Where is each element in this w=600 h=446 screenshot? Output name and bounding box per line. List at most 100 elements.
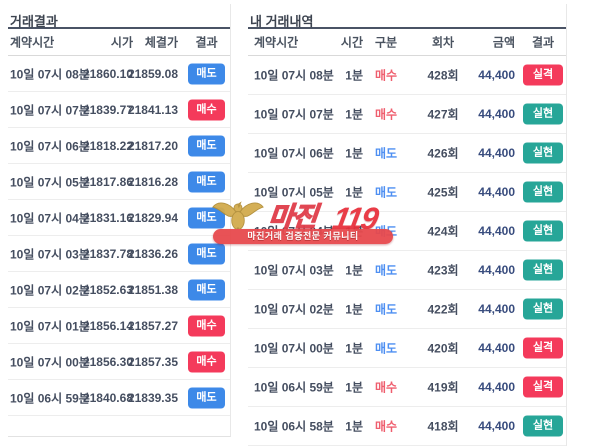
direction-result-badge[interactable]: 매수 xyxy=(188,315,225,336)
my-trade-row: 10일 06시 58분 1분 매수 418회 44,400 실현 xyxy=(248,407,566,446)
direction-result-badge[interactable]: 매도 xyxy=(188,279,225,300)
trade-type: 매수 xyxy=(375,380,398,395)
amount: 44,400 xyxy=(478,341,515,355)
outcome-badge[interactable]: 실격 xyxy=(523,337,563,359)
direction-result-badge[interactable]: 매도 xyxy=(188,207,225,228)
col-header-type: 구분 xyxy=(375,35,398,50)
outcome-badge[interactable]: 실현 xyxy=(523,298,563,320)
contract-time: 10일 07시 04분 xyxy=(10,211,90,225)
duration: 1분 xyxy=(345,146,363,161)
trade-results-panel: 거래결과 계약시간 시가 체결가 결과 10일 07시 08분 21860.10… xyxy=(8,4,231,437)
outcome-badge[interactable]: 실격 xyxy=(523,64,563,86)
trade-result-row: 10일 07시 01분 21856.14 21857.27 매수 xyxy=(8,308,230,344)
amount: 44,400 xyxy=(478,419,515,433)
my-trade-row: 10일 07시 03분 1분 매도 423회 44,400 실현 xyxy=(248,251,566,290)
open-price: 21860.10 xyxy=(82,66,133,81)
direction-result-badge[interactable]: 매도 xyxy=(188,387,225,408)
contract-time: 10일 07시 07분 xyxy=(10,103,90,117)
outcome-badge[interactable]: 실현 xyxy=(523,103,563,125)
settle-price: 21857.35 xyxy=(127,354,178,369)
round-number: 420회 xyxy=(427,341,459,356)
contract-time: 10일 07시 00분 xyxy=(254,341,334,356)
settle-price: 21851.38 xyxy=(127,282,178,297)
contract-time: 10일 06시 59분 xyxy=(10,391,90,405)
col-header-duration: 시간 xyxy=(340,35,363,50)
direction-result-badge[interactable]: 매도 xyxy=(188,243,225,264)
trade-type: 매도 xyxy=(375,302,398,317)
round-number: 418회 xyxy=(427,419,459,434)
col-header-contract-time: 계약시간 xyxy=(254,35,299,50)
open-price: 21852.63 xyxy=(82,282,133,297)
contract-time: 10일 07시 03분 xyxy=(254,263,334,278)
outcome-badge[interactable]: 실현 xyxy=(523,220,563,242)
outcome-badge[interactable]: 실현 xyxy=(523,259,563,281)
col-header-amount: 금액 xyxy=(492,35,515,50)
open-price: 21840.68 xyxy=(82,390,133,405)
amount: 44,400 xyxy=(478,107,515,121)
outcome-badge[interactable]: 실격 xyxy=(523,376,563,398)
my-trades-rows: 10일 07시 08분 1분 매수 428회 44,400 실격 10일 07시… xyxy=(248,56,566,446)
trade-type: 매도 xyxy=(375,185,398,200)
open-price: 21837.78 xyxy=(82,246,133,261)
trade-results-title: 거래결과 xyxy=(8,4,230,29)
trade-result-row: 10일 07시 03분 21837.78 21836.26 매도 xyxy=(8,236,230,272)
open-price: 21856.30 xyxy=(82,354,133,369)
trade-type: 매도 xyxy=(375,263,398,278)
duration: 1분 xyxy=(345,380,363,395)
contract-time: 10일 07시 05분 xyxy=(254,185,334,200)
amount: 44,400 xyxy=(478,68,515,82)
contract-time: 10일 07시 08분 xyxy=(254,68,334,83)
amount: 44,400 xyxy=(478,380,515,394)
round-number: 427회 xyxy=(427,107,459,122)
duration: 1분 xyxy=(345,419,363,434)
site-watermark: 마진 119 마진거래 검증전문 커뮤니티 xyxy=(211,197,399,245)
open-price: 21817.86 xyxy=(82,174,133,189)
trade-type: 매도 xyxy=(375,341,398,356)
direction-result-badge[interactable]: 매도 xyxy=(188,135,225,156)
trade-result-row: 10일 07시 06분 21818.22 21817.20 매도 xyxy=(8,128,230,164)
trade-result-row: 10일 07시 04분 21831.16 21829.94 매도 xyxy=(8,200,230,236)
open-price: 21856.14 xyxy=(82,318,133,333)
contract-time: 10일 07시 05분 xyxy=(10,175,90,189)
open-price: 21818.22 xyxy=(82,138,133,153)
round-number: 428회 xyxy=(427,68,459,83)
amount: 44,400 xyxy=(478,263,515,277)
outcome-badge[interactable]: 실현 xyxy=(523,415,563,437)
trade-result-row: 10일 07시 00분 21856.30 21857.35 매수 xyxy=(8,344,230,380)
watermark-tagline-banner: 마진거래 검증전문 커뮤니티 xyxy=(213,229,393,244)
duration: 1분 xyxy=(345,107,363,122)
duration: 1분 xyxy=(345,341,363,356)
my-trade-row: 10일 07시 06분 1분 매도 426회 44,400 실현 xyxy=(248,134,566,173)
col-header-round: 회차 xyxy=(431,35,455,50)
trade-type: 매도 xyxy=(375,146,398,161)
col-header-result: 결과 xyxy=(531,35,555,50)
outcome-badge[interactable]: 실현 xyxy=(523,181,563,203)
my-trade-row: 10일 06시 59분 1분 매수 419회 44,400 실격 xyxy=(248,368,566,407)
my-trade-row: 10일 07시 00분 1분 매도 420회 44,400 실격 xyxy=(248,329,566,368)
outcome-badge[interactable]: 실현 xyxy=(523,142,563,164)
contract-time: 10일 06시 58분 xyxy=(254,419,334,434)
settle-price: 21817.20 xyxy=(127,138,178,153)
duration: 1분 xyxy=(345,302,363,317)
round-number: 423회 xyxy=(427,263,459,278)
trade-result-row: 10일 07시 05분 21817.86 21816.28 매도 xyxy=(8,164,230,200)
contract-time: 10일 07시 06분 xyxy=(10,139,90,153)
direction-result-badge[interactable]: 매도 xyxy=(188,63,225,84)
trade-type: 매수 xyxy=(375,68,398,83)
my-trades-panel: 내 거래내역 계약시간 시간 구분 회차 금액 결과 10일 07시 08분 1… xyxy=(248,4,567,446)
round-number: 424회 xyxy=(427,224,459,239)
round-number: 426회 xyxy=(427,146,459,161)
direction-result-badge[interactable]: 매수 xyxy=(188,99,225,120)
round-number: 422회 xyxy=(427,302,459,317)
round-number: 425회 xyxy=(427,185,459,200)
direction-result-badge[interactable]: 매수 xyxy=(188,351,225,372)
my-trade-row: 10일 07시 02분 1분 매도 422회 44,400 실현 xyxy=(248,290,566,329)
col-header-open-price: 시가 xyxy=(110,35,133,50)
contract-time: 10일 07시 07분 xyxy=(254,107,334,122)
amount: 44,400 xyxy=(478,146,515,160)
direction-result-badge[interactable]: 매도 xyxy=(188,171,225,192)
trade-results-rows: 10일 07시 08분 21860.10 21859.08 매도 10일 07시… xyxy=(8,56,230,416)
contract-time: 10일 07시 06분 xyxy=(254,146,334,161)
duration: 1분 xyxy=(345,263,363,278)
amount: 44,400 xyxy=(478,224,515,238)
